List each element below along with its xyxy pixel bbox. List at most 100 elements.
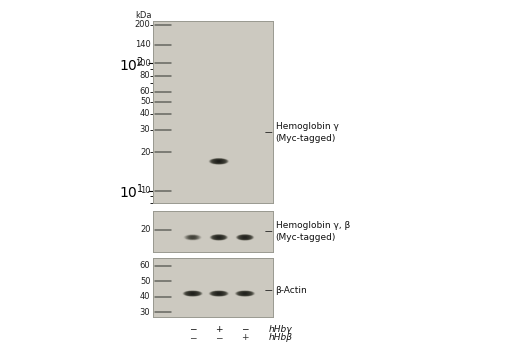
Ellipse shape xyxy=(243,293,246,294)
Ellipse shape xyxy=(188,292,198,295)
Ellipse shape xyxy=(215,293,222,294)
Ellipse shape xyxy=(237,291,254,296)
Ellipse shape xyxy=(210,291,227,296)
Text: —: — xyxy=(265,286,272,295)
Ellipse shape xyxy=(239,236,251,239)
Text: 50: 50 xyxy=(140,97,150,106)
Ellipse shape xyxy=(211,235,227,240)
Ellipse shape xyxy=(237,235,253,240)
Ellipse shape xyxy=(216,237,222,238)
Ellipse shape xyxy=(217,161,221,162)
Ellipse shape xyxy=(218,161,220,162)
Ellipse shape xyxy=(190,293,195,294)
Ellipse shape xyxy=(242,237,248,238)
Text: kDa: kDa xyxy=(135,11,152,20)
Ellipse shape xyxy=(218,293,220,294)
Ellipse shape xyxy=(238,292,252,295)
Ellipse shape xyxy=(243,237,247,238)
Text: Hemoglobin γ
(Myc-tagged): Hemoglobin γ (Myc-tagged) xyxy=(276,122,339,143)
Ellipse shape xyxy=(212,236,225,239)
Ellipse shape xyxy=(216,293,222,294)
Ellipse shape xyxy=(210,291,228,296)
Ellipse shape xyxy=(239,236,251,239)
Ellipse shape xyxy=(189,293,197,295)
Ellipse shape xyxy=(243,237,246,238)
Ellipse shape xyxy=(240,292,250,295)
Ellipse shape xyxy=(185,292,201,296)
Text: −: − xyxy=(241,324,249,334)
Ellipse shape xyxy=(242,293,248,294)
Ellipse shape xyxy=(188,236,197,239)
Ellipse shape xyxy=(215,160,222,162)
Text: —: — xyxy=(265,128,272,137)
Ellipse shape xyxy=(187,292,198,295)
Ellipse shape xyxy=(210,159,228,164)
Ellipse shape xyxy=(190,237,196,238)
Ellipse shape xyxy=(237,291,253,296)
Ellipse shape xyxy=(217,237,220,238)
Ellipse shape xyxy=(214,160,224,163)
Ellipse shape xyxy=(242,293,248,294)
Ellipse shape xyxy=(213,236,225,239)
Ellipse shape xyxy=(210,159,228,164)
Ellipse shape xyxy=(216,293,222,294)
Ellipse shape xyxy=(187,236,199,239)
Ellipse shape xyxy=(238,235,252,240)
Ellipse shape xyxy=(214,236,223,239)
Ellipse shape xyxy=(211,159,227,163)
Ellipse shape xyxy=(241,236,249,239)
Ellipse shape xyxy=(244,293,246,294)
Ellipse shape xyxy=(211,291,227,296)
Ellipse shape xyxy=(186,292,200,295)
Ellipse shape xyxy=(240,236,250,239)
Text: hHbβ: hHbβ xyxy=(268,333,292,342)
Ellipse shape xyxy=(192,293,193,294)
Ellipse shape xyxy=(191,293,194,294)
Ellipse shape xyxy=(189,236,197,239)
Ellipse shape xyxy=(186,235,200,239)
Ellipse shape xyxy=(242,293,248,294)
Ellipse shape xyxy=(214,292,224,295)
Ellipse shape xyxy=(215,236,222,238)
Ellipse shape xyxy=(239,292,252,295)
Ellipse shape xyxy=(217,293,221,294)
Ellipse shape xyxy=(216,161,222,162)
Ellipse shape xyxy=(187,292,199,295)
Text: 10: 10 xyxy=(140,186,150,195)
Ellipse shape xyxy=(212,159,226,163)
Ellipse shape xyxy=(214,292,224,295)
Ellipse shape xyxy=(210,159,227,164)
Text: 200: 200 xyxy=(135,21,150,29)
Ellipse shape xyxy=(192,237,193,238)
Ellipse shape xyxy=(211,235,227,240)
Ellipse shape xyxy=(215,293,223,295)
Text: 20: 20 xyxy=(140,225,150,234)
Ellipse shape xyxy=(244,293,245,294)
Ellipse shape xyxy=(216,237,222,238)
Ellipse shape xyxy=(191,237,194,238)
Ellipse shape xyxy=(241,293,249,295)
Ellipse shape xyxy=(215,236,223,239)
Ellipse shape xyxy=(214,160,224,163)
Ellipse shape xyxy=(212,292,226,295)
Ellipse shape xyxy=(184,291,201,296)
Ellipse shape xyxy=(242,236,249,238)
Ellipse shape xyxy=(244,237,246,238)
Ellipse shape xyxy=(239,292,251,295)
Ellipse shape xyxy=(184,291,202,296)
Ellipse shape xyxy=(212,292,226,295)
Ellipse shape xyxy=(189,293,197,295)
Text: —: — xyxy=(265,227,272,236)
Ellipse shape xyxy=(188,292,198,295)
Ellipse shape xyxy=(217,161,220,162)
Ellipse shape xyxy=(211,159,227,164)
Ellipse shape xyxy=(211,292,226,295)
Ellipse shape xyxy=(241,293,249,295)
Ellipse shape xyxy=(212,159,226,163)
Text: 30: 30 xyxy=(140,125,150,134)
Text: 140: 140 xyxy=(135,40,150,49)
Ellipse shape xyxy=(213,236,225,239)
Ellipse shape xyxy=(191,293,193,294)
Ellipse shape xyxy=(243,237,247,238)
Ellipse shape xyxy=(238,235,252,240)
